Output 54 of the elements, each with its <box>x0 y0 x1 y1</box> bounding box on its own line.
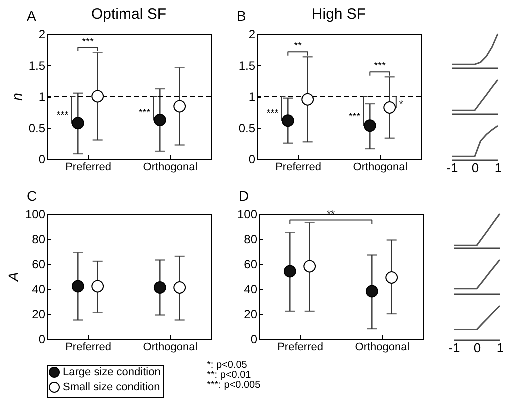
text: A <box>27 8 37 24</box>
y-tick-label: 100 <box>25 208 46 222</box>
y-tick-label: 1 <box>248 90 256 104</box>
y-tick-label: 2 <box>38 28 46 42</box>
y-tick-label: 1 <box>38 90 46 104</box>
text: ***: p<0.005 <box>207 380 262 391</box>
y-tick-label: 20 <box>32 308 46 322</box>
x-tick-label: Orthogonal <box>355 342 410 354</box>
y-tick-label: 80 <box>32 232 46 246</box>
text: D <box>239 188 250 204</box>
y-tick-label: 0.5 <box>238 121 256 136</box>
x-tick-label: 0 <box>474 340 482 356</box>
x-tick-label: Orthogonal <box>353 162 408 174</box>
y-tick-label: 20 <box>244 308 258 322</box>
y-tick-label: 40 <box>244 282 258 296</box>
y-axis-title: A <box>5 272 22 283</box>
y-tick-label: 1.5 <box>28 58 46 73</box>
y-tick-label: 0.5 <box>28 121 46 136</box>
y-tick-label: 60 <box>244 258 258 272</box>
x-tick-label: Orthogonal <box>143 162 198 174</box>
text: *: p<0.05 <box>207 360 248 371</box>
x-tick-label: Preferred <box>276 162 322 174</box>
annotation: *** <box>56 110 69 122</box>
x-tick-label: Preferred <box>278 342 324 354</box>
annotation: *** <box>82 36 94 48</box>
legend-label: Small size condition <box>63 382 160 394</box>
text: C <box>27 188 38 204</box>
annotation: *** <box>348 112 361 124</box>
y-axis-title: n <box>8 92 25 101</box>
y-tick-label: 100 <box>237 208 258 222</box>
y-tick-label: 1.5 <box>238 58 256 73</box>
annotation: ** <box>327 209 336 220</box>
chart-title: High SF <box>312 6 366 23</box>
annotation: * <box>399 99 404 110</box>
x-tick-label: Preferred <box>66 342 112 354</box>
y-tick-label: 80 <box>244 232 258 246</box>
y-tick-label: 40 <box>32 282 46 296</box>
legend-label: Large size condition <box>63 366 161 378</box>
text: **: p<0.01 <box>207 370 252 381</box>
y-tick-label: 2 <box>248 28 256 42</box>
x-tick-label: 1 <box>494 160 502 176</box>
annotation: *** <box>266 108 279 120</box>
x-tick-label: -1 <box>446 160 458 176</box>
x-tick-label: -1 <box>448 340 460 356</box>
y-tick-label: 60 <box>32 258 46 272</box>
x-tick-label: 1 <box>496 340 504 356</box>
text: B <box>237 8 246 24</box>
annotation: *** <box>374 61 386 72</box>
annotation: ** <box>294 41 302 52</box>
x-tick-label: 0 <box>472 160 480 176</box>
annotation: *** <box>138 108 151 120</box>
x-tick-label: Preferred <box>66 162 112 174</box>
x-tick-label: Orthogonal <box>143 342 198 354</box>
chart-title: Optimal SF <box>91 6 167 23</box>
